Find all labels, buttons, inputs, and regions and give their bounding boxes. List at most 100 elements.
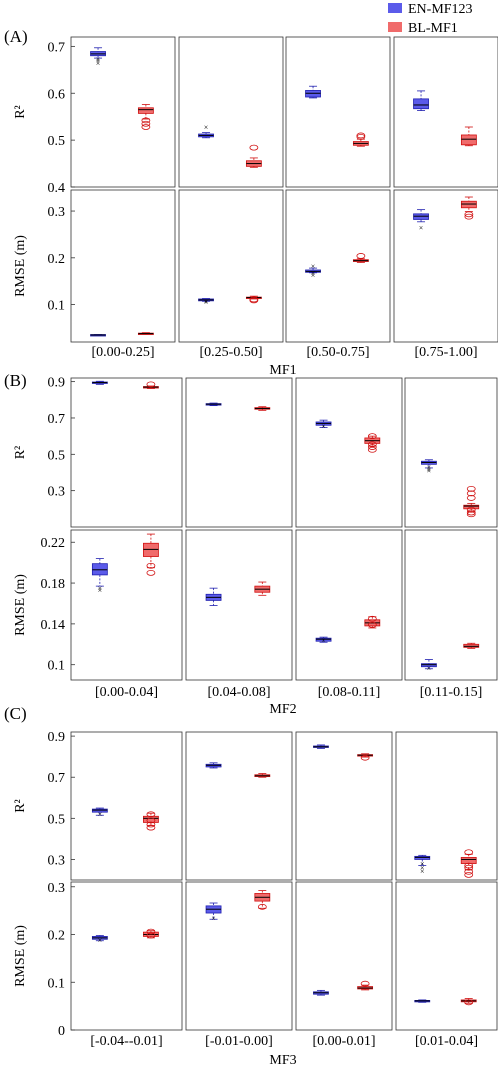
y-tick-label: 0.1: [48, 299, 66, 314]
box-bl: [254, 581, 271, 596]
subplot-frame: [70, 731, 183, 881]
box-bl: [245, 144, 262, 168]
panel-label: (A): [4, 27, 28, 46]
y-tick-label: 0.7: [48, 771, 66, 786]
box-en: ×: [315, 636, 332, 645]
panel-A: (A)R²0.40.50.60.7××××RMSE (m)0.10.20.3[0…: [4, 27, 498, 378]
subplot-frame: [395, 881, 498, 1031]
box-bl: [357, 980, 374, 991]
box-bl: [137, 332, 154, 336]
y-tick-label: 0.3: [48, 881, 66, 896]
outlier-marker: ×: [420, 864, 425, 873]
outlier-marker: ×: [98, 936, 103, 945]
y-tick-label: 0.22: [41, 536, 66, 551]
y-axis-label: RMSE (m): [13, 574, 28, 636]
outlier-marker: [466, 511, 476, 518]
x-axis-label: MF3: [269, 1053, 296, 1068]
subplot-frame: [185, 881, 293, 1031]
box-iqr: [413, 98, 429, 110]
box-bl: [254, 773, 271, 778]
box-iqr: [91, 563, 108, 576]
box-en: ×: [315, 419, 332, 431]
legend-swatch-bl: [388, 22, 402, 32]
box-bl: [357, 753, 374, 761]
box-iqr: [414, 855, 431, 860]
outlier-marker: [466, 490, 476, 497]
category-label: [0.01-0.04]: [415, 1034, 478, 1049]
box-iqr: [421, 663, 437, 668]
box-bl: [352, 132, 369, 147]
subplot-frame: [185, 377, 293, 528]
outlier-marker: [360, 980, 370, 987]
box-iqr: [463, 643, 480, 648]
box-bl: [143, 811, 159, 831]
box-bl: [460, 998, 477, 1006]
outlier-marker: [464, 849, 474, 856]
y-tick-label: 0.3: [48, 853, 66, 868]
category-label: [0.11-0.15]: [420, 685, 482, 700]
outlier-marker: [466, 506, 476, 513]
box-en: [413, 90, 429, 111]
subplot-frame: [393, 189, 498, 343]
box-bl: [254, 406, 271, 411]
y-tick-label: 0.9: [48, 730, 66, 745]
box-iqr: [315, 637, 332, 642]
outlier-marker: ×: [311, 262, 316, 271]
outlier-marker: ×: [311, 269, 316, 278]
category-label: [-0.04--0.01]: [90, 1034, 162, 1049]
outlier-marker: [466, 509, 476, 516]
outlier-marker: ×: [321, 636, 326, 645]
box-bl: [463, 485, 480, 518]
outlier-marker: [466, 485, 476, 492]
outlier-marker: [146, 381, 156, 388]
box-en: [313, 989, 329, 996]
outlier-marker: [249, 144, 259, 151]
subplot-frame: [285, 189, 391, 343]
outlier-marker: [367, 621, 377, 628]
box-en: ×××: [90, 47, 106, 68]
subplot-frame: [285, 36, 391, 188]
outlier-marker: ×: [427, 465, 432, 474]
box-iqr: [460, 856, 477, 864]
outlier-marker: [356, 132, 366, 139]
box-iqr: [143, 815, 159, 823]
box-en: ×: [91, 807, 108, 819]
box-en: ×××: [421, 459, 437, 476]
outlier-marker: [367, 446, 377, 453]
box-bl: [463, 642, 480, 649]
category-label: [0.25-0.50]: [200, 345, 263, 360]
box-en: ×: [413, 209, 429, 232]
category-label: [0.04-0.08]: [208, 685, 271, 700]
outlier-marker: [146, 821, 156, 828]
outlier-marker: [367, 615, 377, 622]
y-axis-label: RMSE (m): [13, 925, 28, 987]
y-axis-label: R²: [13, 799, 28, 813]
outlier-marker: [464, 868, 474, 875]
outlier-marker: [141, 120, 151, 127]
subplot-frame: [404, 529, 498, 681]
outlier-marker: [464, 862, 474, 869]
outlier-marker: [464, 871, 474, 878]
box-bl: [460, 849, 477, 878]
box-iqr: [91, 808, 108, 813]
outlier-marker: [146, 817, 156, 824]
outlier-marker: ×: [321, 422, 326, 431]
y-tick-label: 0.6: [48, 87, 66, 102]
box-en: [91, 380, 108, 385]
subplot-frame: [295, 377, 403, 528]
x-axis-label: MF1: [269, 363, 296, 378]
subplot-frame: [185, 529, 293, 681]
box-en: [205, 587, 222, 606]
outlier-marker: ×: [204, 123, 209, 132]
outlier-marker: [141, 124, 151, 130]
box-bl: [364, 615, 381, 629]
outlier-marker: [249, 296, 259, 303]
y-tick-label: 0.1: [48, 976, 66, 991]
outlier-marker: [356, 133, 366, 140]
y-tick-label: 0.5: [48, 448, 66, 463]
box-en: [414, 999, 431, 1003]
outlier-marker: ×: [98, 584, 103, 593]
subplot-frame: [395, 731, 498, 881]
box-bl: [137, 104, 154, 130]
outlier-marker: [146, 811, 156, 818]
